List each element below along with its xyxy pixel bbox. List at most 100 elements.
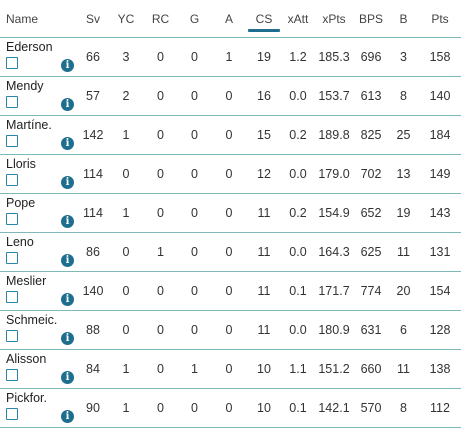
cell-xatt: 0.2 [282, 115, 314, 155]
cell-sv: 114 [78, 193, 108, 233]
column-header-yc[interactable]: YC [117, 11, 135, 26]
cell-g: 0 [177, 193, 212, 233]
cell-yc: 1 [108, 349, 144, 389]
info-icon[interactable]: i [61, 59, 74, 72]
cell-a: 0 [212, 349, 246, 389]
player-select-checkbox[interactable] [6, 213, 18, 225]
player-select-checkbox[interactable] [6, 291, 18, 303]
cell-xatt: 0.0 [282, 154, 314, 194]
info-icon[interactable]: i [61, 371, 74, 384]
table-row: Martíne. i 142 1 0 0 0 15 0.2 189.8 825 25 184 [0, 115, 461, 155]
column-header-g[interactable]: G [189, 11, 200, 26]
cell-a: 0 [212, 271, 246, 311]
cell-cs: 11 [246, 193, 282, 233]
cell-a: 0 [212, 76, 246, 116]
info-icon[interactable]: i [61, 98, 74, 111]
player-select-checkbox[interactable] [6, 252, 18, 264]
player-select-checkbox[interactable] [6, 369, 18, 381]
column-header-sv[interactable]: Sv [85, 11, 100, 26]
cell-xpts: 189.8 [314, 115, 354, 155]
cell-g: 1 [177, 349, 212, 389]
table-row: Pickfor. i 90 1 0 0 0 10 0.1 142.1 570 8 112 [0, 388, 461, 428]
cell-a: 0 [212, 193, 246, 233]
cell-yc: 1 [108, 115, 144, 155]
cell-xpts: 142.1 [314, 388, 354, 428]
cell-rc: 1 [144, 232, 177, 272]
player-name: Pickfor. [6, 391, 47, 405]
cell-b: 3 [388, 37, 419, 77]
column-header-pts[interactable]: Pts [431, 11, 449, 26]
column-header-cs[interactable]: CS [246, 0, 282, 38]
player-select-checkbox[interactable] [6, 57, 18, 69]
player-select-checkbox[interactable] [6, 96, 18, 108]
cell-pts: 143 [419, 193, 461, 233]
cell-pts: 131 [419, 232, 461, 272]
cell-bps: 652 [354, 193, 388, 233]
column-header-xpts[interactable]: xPts [322, 11, 346, 26]
player-select-checkbox[interactable] [6, 174, 18, 186]
cell-bps: 613 [354, 76, 388, 116]
cell-cs: 11 [246, 271, 282, 311]
info-icon[interactable]: i [61, 332, 74, 345]
cell-a: 0 [212, 232, 246, 272]
cell-yc: 0 [108, 271, 144, 311]
info-icon[interactable]: i [61, 176, 74, 189]
cell-yc: 3 [108, 37, 144, 77]
cell-rc: 0 [144, 310, 177, 350]
cell-yc: 2 [108, 76, 144, 116]
cell-b: 6 [388, 310, 419, 350]
column-header-xatt[interactable]: xAtt [287, 11, 309, 26]
column-header-bps[interactable]: BPS [358, 11, 383, 26]
cell-yc: 0 [108, 232, 144, 272]
cell-g: 0 [177, 76, 212, 116]
cell-bps: 570 [354, 388, 388, 428]
cell-rc: 0 [144, 76, 177, 116]
cell-xatt: 0.1 [282, 388, 314, 428]
cell-xpts: 185.3 [314, 37, 354, 77]
cell-xatt: 1.1 [282, 349, 314, 389]
cell-b: 8 [388, 388, 419, 428]
info-icon[interactable]: i [61, 254, 74, 267]
info-icon[interactable]: i [61, 410, 74, 423]
cell-xatt: 0.0 [282, 232, 314, 272]
info-icon[interactable]: i [61, 215, 74, 228]
player-name: Ederson [6, 40, 53, 54]
player-name-cell: Ederson i [0, 37, 78, 77]
cell-g: 0 [177, 154, 212, 194]
table-row: Meslier i 140 0 0 0 0 11 0.1 171.7 774 20 154 [0, 271, 461, 311]
cell-cs: 10 [246, 349, 282, 389]
cell-cs: 12 [246, 154, 282, 194]
player-select-checkbox[interactable] [6, 408, 18, 420]
cell-pts: 154 [419, 271, 461, 311]
table-row: Ederson i 66 3 0 0 1 19 1.2 185.3 696 3 158 [0, 37, 461, 77]
table-row: Leno i 86 0 1 0 0 11 0.0 164.3 625 11 131 [0, 232, 461, 272]
cell-rc: 0 [144, 388, 177, 428]
cell-sv: 57 [78, 76, 108, 116]
player-select-checkbox[interactable] [6, 330, 18, 342]
cell-a: 0 [212, 310, 246, 350]
player-select-checkbox[interactable] [6, 135, 18, 147]
column-header-a[interactable]: A [224, 11, 233, 26]
player-name-cell: Schmeic. i [0, 310, 78, 350]
cell-g: 0 [177, 37, 212, 77]
cell-xpts: 171.7 [314, 271, 354, 311]
info-icon[interactable]: i [61, 137, 74, 150]
cell-a: 0 [212, 154, 246, 194]
info-icon[interactable]: i [61, 293, 74, 306]
cell-cs: 10 [246, 388, 282, 428]
column-header-name[interactable]: Name [6, 11, 39, 26]
column-header-b[interactable]: B [399, 11, 408, 26]
column-header-rc[interactable]: RC [151, 11, 170, 26]
cell-g: 0 [177, 388, 212, 428]
cell-b: 11 [388, 349, 419, 389]
cell-pts: 158 [419, 37, 461, 77]
cell-yc: 0 [108, 154, 144, 194]
cell-bps: 660 [354, 349, 388, 389]
cell-cs: 11 [246, 232, 282, 272]
cell-sv: 114 [78, 154, 108, 194]
cell-sv: 66 [78, 37, 108, 77]
player-name-cell: Meslier i [0, 271, 78, 311]
player-name-cell: Pickfor. i [0, 388, 78, 428]
cell-a: 1 [212, 37, 246, 77]
